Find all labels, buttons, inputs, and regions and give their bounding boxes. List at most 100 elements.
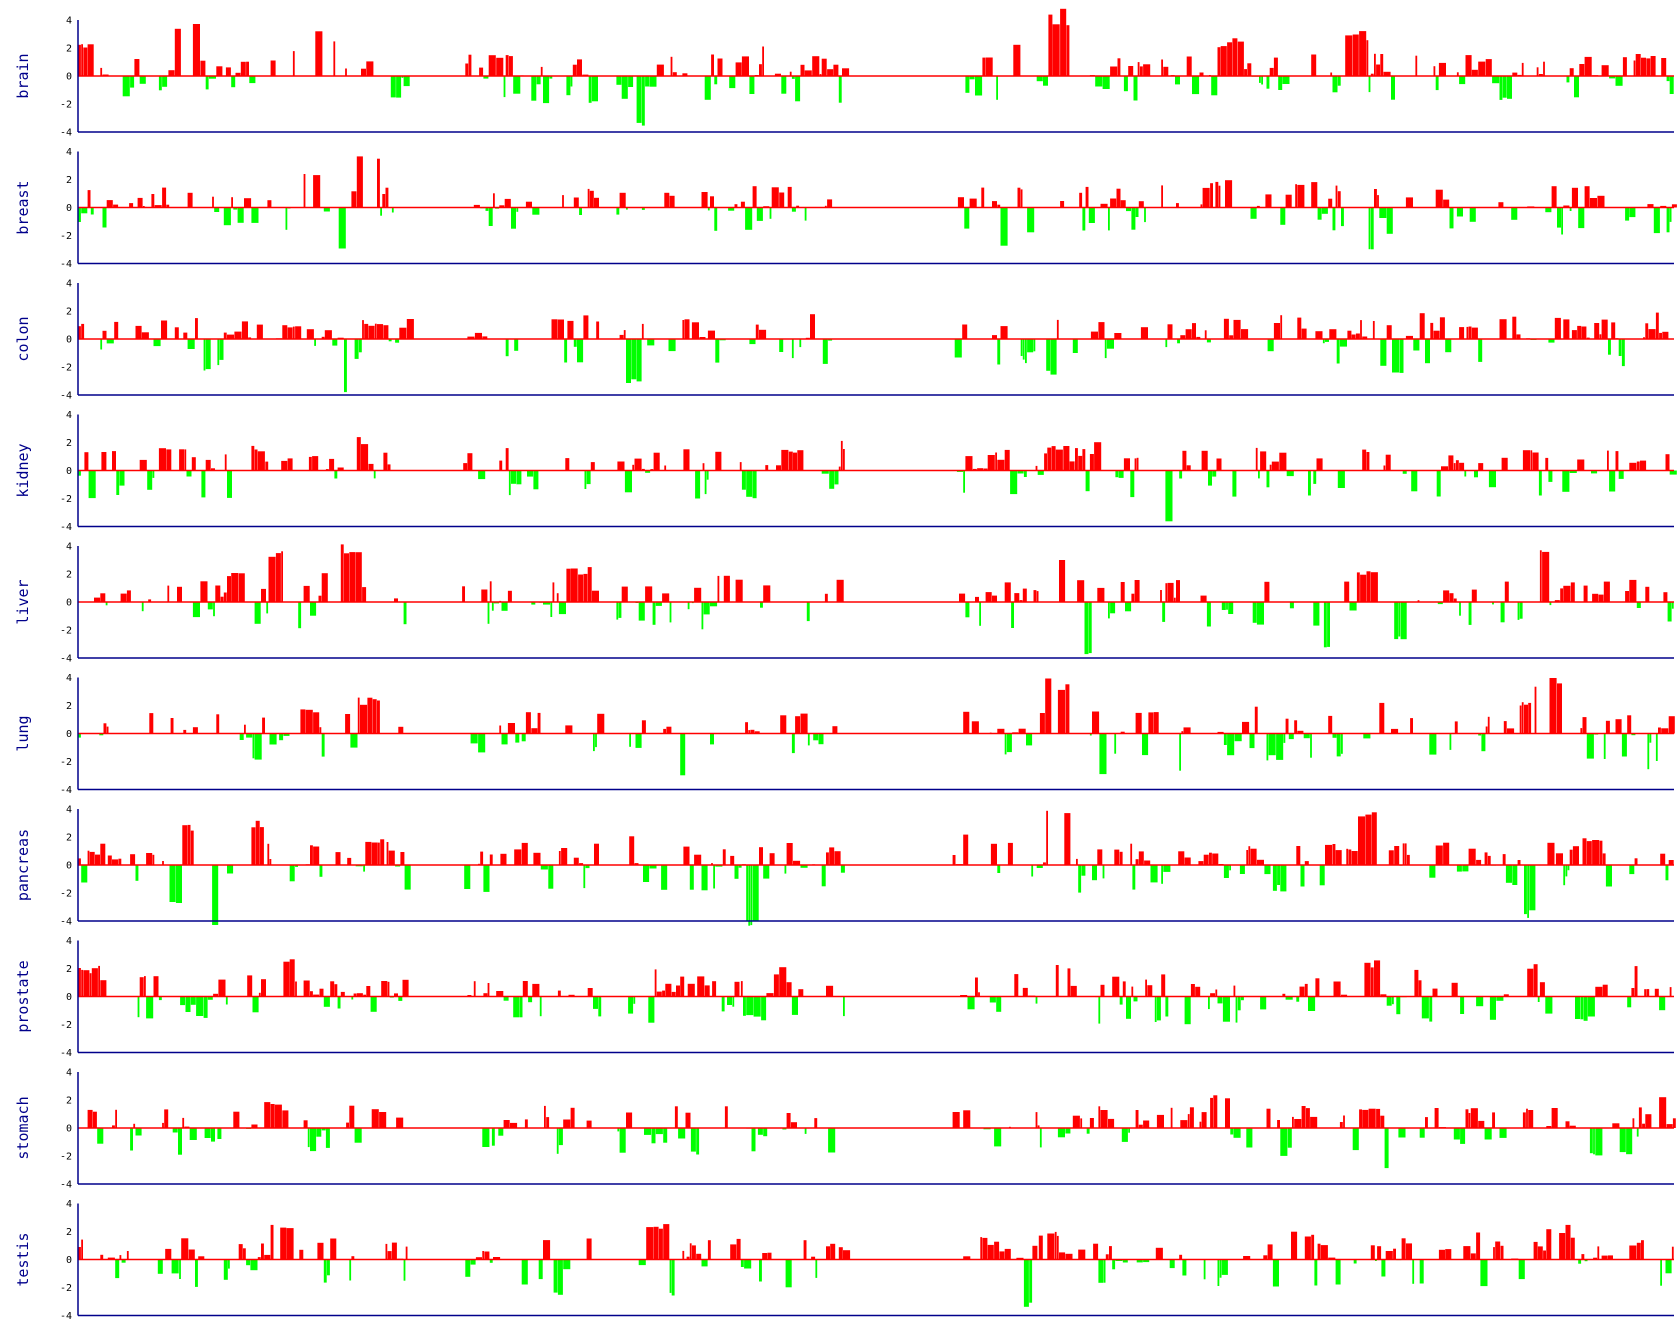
bar — [1228, 602, 1234, 614]
bar — [1629, 462, 1637, 471]
bar — [1079, 192, 1083, 208]
bar — [578, 574, 584, 602]
bar — [1118, 470, 1124, 478]
bar — [1232, 470, 1237, 497]
bar — [1243, 1256, 1251, 1260]
bar — [1072, 1115, 1080, 1128]
bar — [182, 825, 188, 865]
bar — [317, 1242, 324, 1260]
bar — [1430, 322, 1434, 339]
bar — [514, 339, 519, 351]
bar — [244, 198, 252, 208]
bar — [649, 865, 657, 869]
bar — [313, 712, 320, 734]
bar — [251, 1124, 258, 1128]
panel-label: stomach — [14, 1096, 32, 1159]
bar — [1067, 968, 1071, 997]
bar — [1607, 450, 1609, 471]
bar — [1517, 602, 1520, 620]
bar — [200, 581, 208, 602]
bar — [739, 462, 742, 471]
bar — [583, 315, 589, 339]
bar — [1233, 985, 1236, 997]
bar — [1341, 207, 1344, 227]
bar — [130, 76, 135, 88]
bar — [516, 207, 519, 212]
bar — [166, 449, 172, 471]
bar — [773, 974, 779, 997]
bar — [1078, 865, 1082, 893]
bar — [779, 339, 784, 352]
bar — [1043, 862, 1046, 865]
bar — [1048, 14, 1053, 77]
bar — [531, 76, 537, 101]
bar — [1119, 851, 1123, 865]
bar — [824, 593, 828, 602]
bar — [1601, 319, 1608, 339]
bar — [153, 339, 161, 347]
bar — [1666, 207, 1670, 233]
bar — [153, 976, 159, 997]
bar — [525, 712, 531, 734]
bar — [1660, 853, 1666, 865]
bar — [1272, 1259, 1279, 1287]
bar — [568, 994, 575, 997]
bar — [710, 733, 714, 745]
bar — [1300, 865, 1305, 887]
bar — [499, 725, 502, 734]
bar — [190, 830, 194, 865]
bar — [836, 579, 844, 602]
bar — [1366, 452, 1370, 471]
bar — [1246, 850, 1249, 865]
bar — [239, 733, 244, 740]
bar — [586, 1120, 592, 1128]
bar — [274, 1104, 282, 1128]
bar — [807, 733, 810, 746]
bar — [1636, 461, 1640, 471]
bar — [1046, 810, 1048, 865]
bar — [1366, 571, 1371, 602]
bar — [1143, 64, 1151, 76]
bar — [501, 733, 508, 745]
bar — [1294, 720, 1298, 734]
bar — [1132, 865, 1136, 890]
bar — [668, 339, 676, 352]
bar — [1471, 69, 1478, 76]
bar — [368, 325, 375, 339]
panel-label: brain — [14, 53, 32, 98]
bar — [1415, 55, 1418, 76]
bar — [1468, 326, 1472, 339]
bar — [505, 55, 509, 76]
bar — [1633, 60, 1636, 76]
bar — [821, 58, 827, 76]
bar — [265, 461, 269, 471]
bar — [198, 1256, 205, 1260]
bar — [319, 865, 323, 877]
bar — [1218, 185, 1221, 208]
bar — [634, 458, 642, 471]
y-tick-label: 2 — [66, 1227, 72, 1238]
bar — [1100, 203, 1108, 208]
bar — [1273, 323, 1280, 339]
bar — [508, 56, 513, 76]
bar — [227, 334, 235, 339]
bar — [394, 993, 398, 997]
bar — [1134, 580, 1140, 602]
bar — [473, 981, 476, 997]
bar — [1582, 838, 1587, 865]
bar — [1112, 976, 1120, 997]
bar — [1291, 1231, 1298, 1260]
bar — [985, 57, 993, 76]
bar — [1468, 848, 1476, 865]
bar — [1179, 733, 1181, 771]
bar — [1195, 986, 1201, 997]
bar — [1465, 1109, 1469, 1128]
bar — [1351, 334, 1356, 339]
bar — [158, 448, 166, 471]
bar — [1374, 189, 1377, 208]
bar — [1182, 1259, 1187, 1276]
bar — [1527, 968, 1534, 997]
bar — [488, 55, 496, 76]
bar — [1501, 457, 1508, 471]
bar — [1629, 1245, 1637, 1260]
